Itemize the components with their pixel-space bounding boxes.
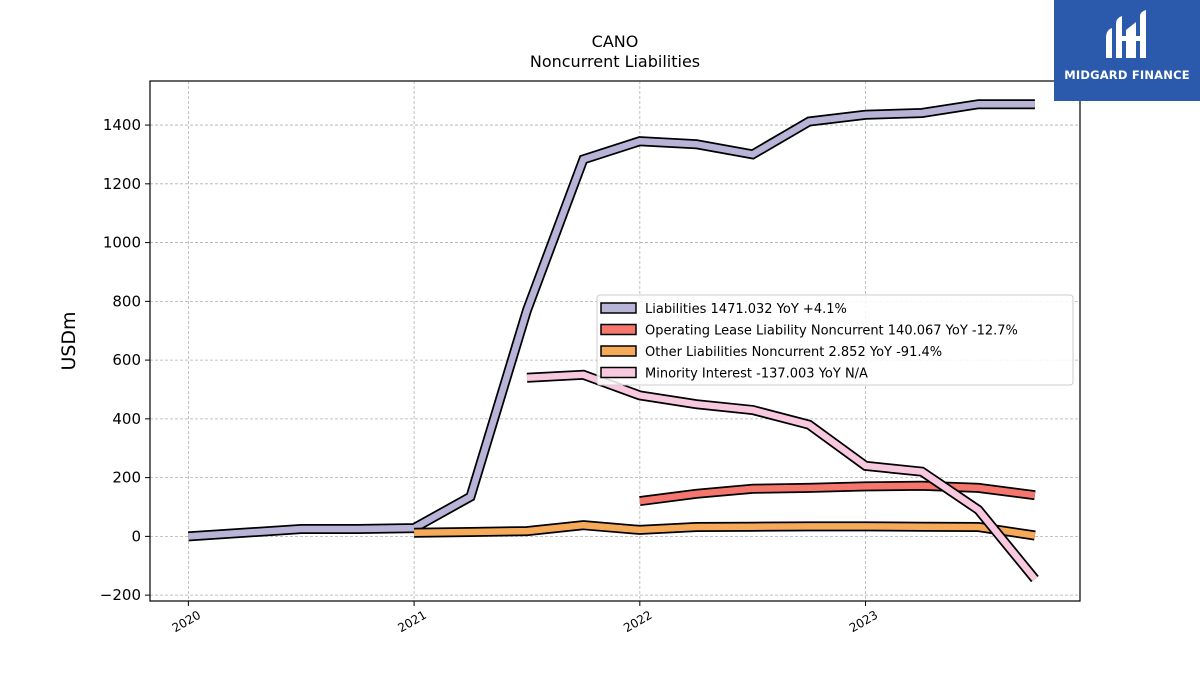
legend-swatch bbox=[600, 366, 637, 379]
y-tick-label: 200 bbox=[112, 469, 141, 487]
legend-entry: Operating Lease Liability Noncurrent 140… bbox=[645, 324, 1018, 339]
legend-swatch bbox=[600, 323, 637, 336]
series-line bbox=[526, 371, 1038, 582]
y-tick-label: 0 bbox=[131, 527, 141, 545]
series-outline bbox=[526, 369, 1039, 583]
chart-subtitle: Noncurrent Liabilities bbox=[530, 52, 700, 71]
legend-box bbox=[596, 294, 1074, 386]
series-lines bbox=[188, 99, 1039, 583]
x-tick-label: 2023 bbox=[847, 608, 880, 635]
brand-name: MIDGARD FINANCE bbox=[1064, 68, 1190, 82]
legend: Liabilities 1471.032 YoY +4.1% Operating … bbox=[596, 294, 1074, 386]
legend-entry: Liabilities 1471.032 YoY +4.1% bbox=[645, 302, 847, 317]
legend-entry: Other Liabilities Noncurrent 2.852 YoY -… bbox=[645, 345, 942, 360]
x-tick-label: 2022 bbox=[621, 608, 654, 635]
legend-swatch bbox=[600, 345, 637, 357]
y-tick-label: 1400 bbox=[103, 116, 141, 134]
series-line bbox=[414, 521, 1036, 539]
y-tick-label: 800 bbox=[112, 292, 141, 310]
y-tick-label: 1200 bbox=[103, 175, 141, 193]
x-tick-label: 2021 bbox=[395, 608, 428, 635]
y-tick-label: 1000 bbox=[103, 234, 141, 252]
series-line bbox=[188, 100, 1035, 540]
chart-title: CANO bbox=[592, 32, 639, 51]
x-tick-label: 2020 bbox=[170, 608, 203, 635]
y-tick-label: 400 bbox=[112, 410, 141, 428]
plot-area-frame bbox=[149, 80, 1081, 602]
y-tick-label: 600 bbox=[112, 351, 141, 369]
legend-entry: Minority Interest -137.003 YoY N/A bbox=[645, 367, 868, 382]
legend-swatch bbox=[600, 302, 637, 314]
y-axis-label: USDm bbox=[58, 311, 80, 370]
brand-logo: MIDGARD FINANCE bbox=[1054, 0, 1200, 101]
y-tick-label: −200 bbox=[100, 586, 141, 604]
series-line bbox=[639, 482, 1036, 505]
logo-mark-icon bbox=[1106, 10, 1146, 58]
